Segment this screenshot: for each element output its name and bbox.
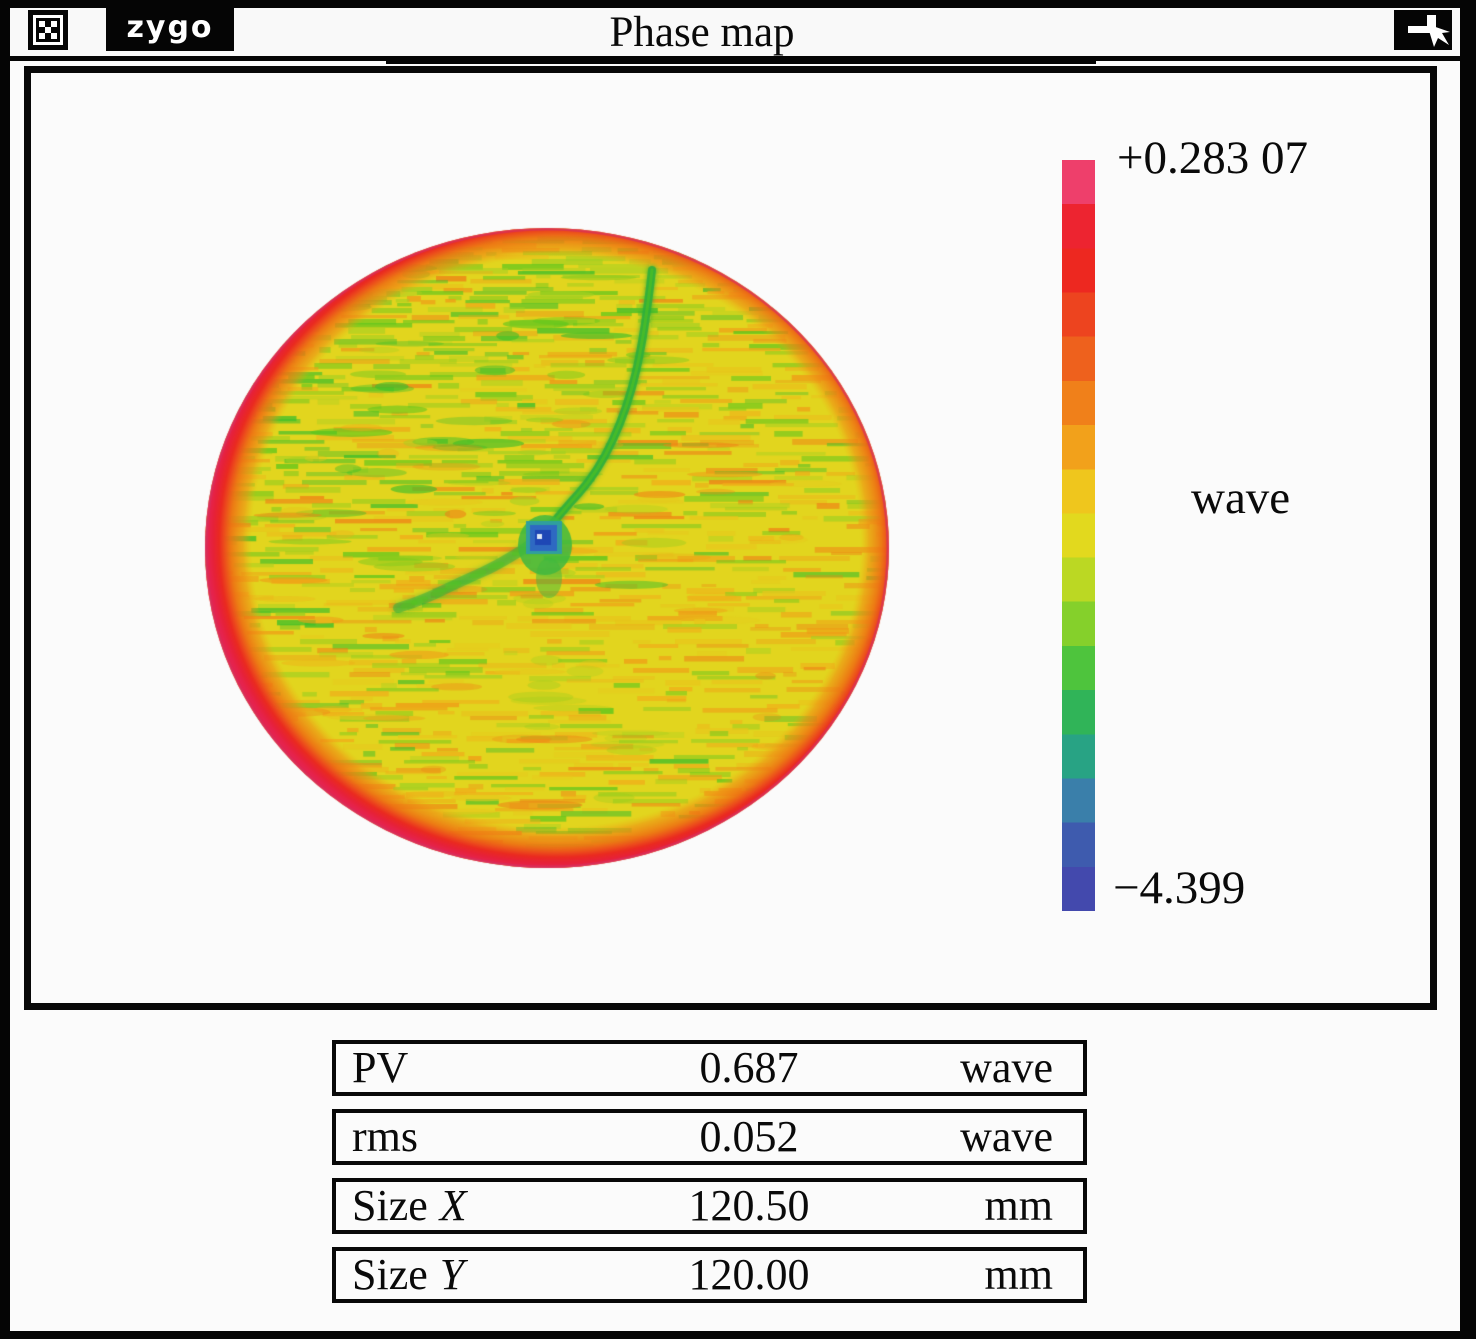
row-unit: mm xyxy=(984,1181,1053,1230)
titlebar-segment-line xyxy=(386,61,1096,64)
row-unit: mm xyxy=(984,1250,1053,1299)
row-unit: wave xyxy=(960,1112,1053,1161)
phase-map-canvas xyxy=(202,223,892,873)
row-value: 120.00 xyxy=(688,1250,810,1299)
color-scale-min-label: −4.399 xyxy=(1113,862,1246,914)
row-label: PV xyxy=(352,1043,409,1092)
color-scale-bar xyxy=(1062,160,1095,911)
color-scale-max-label: +0.283 07 xyxy=(1117,132,1309,184)
table-row-pv: PV 0.687 wave xyxy=(332,1040,1087,1096)
color-scale-unit-label: wave xyxy=(1191,472,1291,524)
row-label: Size X xyxy=(352,1181,467,1230)
row-value: 0.052 xyxy=(699,1112,799,1161)
window-resize-button[interactable] xyxy=(1394,10,1452,50)
title-bar[interactable]: zygo Phase map xyxy=(10,8,1460,64)
checker-menu-icon xyxy=(28,10,68,50)
zygo-logo: zygo xyxy=(106,8,234,51)
row-label: Size Y xyxy=(352,1250,465,1299)
row-unit: wave xyxy=(960,1043,1053,1092)
row-value: 120.50 xyxy=(688,1181,810,1230)
stats-table: PV 0.687 wave rms 0.052 wave Size X 120.5… xyxy=(332,1040,1087,1316)
table-row-rms: rms 0.052 wave xyxy=(332,1109,1087,1165)
row-value: 0.687 xyxy=(699,1043,799,1092)
window-title: Phase map xyxy=(609,9,795,56)
table-row-size-x: Size X 120.50 mm xyxy=(332,1178,1087,1234)
row-label: rms xyxy=(352,1112,418,1161)
window-resize-icon xyxy=(1394,10,1452,50)
table-row-size-y: Size Y 120.00 mm xyxy=(332,1247,1087,1303)
window-menu-button[interactable] xyxy=(28,10,68,50)
phase-map-panel: +0.283 07 wave −4.399 xyxy=(24,66,1437,1010)
